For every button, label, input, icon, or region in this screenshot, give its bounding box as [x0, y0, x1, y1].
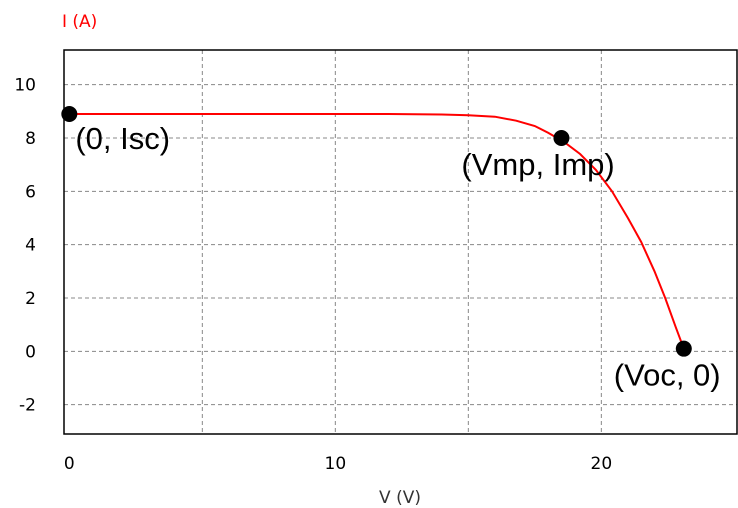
- y-axis-title: I (A): [62, 12, 97, 32]
- y-tick-label: 6: [25, 182, 36, 202]
- point-annotations: (0, Isc) (Vmp, Imp) (Voc, 0): [75, 121, 720, 393]
- plot-frame: [63, 49, 738, 435]
- key-point-marker: [675, 340, 692, 357]
- y-tick-label: 4: [25, 236, 36, 256]
- y-tick-label: 10: [14, 76, 36, 96]
- x-tick-label: 10: [325, 454, 347, 474]
- x-tick-label: 20: [591, 454, 613, 474]
- key-points: [61, 106, 692, 357]
- x-tick-labels: 0 10 20: [64, 454, 612, 474]
- x-axis-title: V (V): [379, 488, 421, 508]
- key-point-label: (0, Isc): [75, 121, 170, 156]
- key-point-label: (Vmp, Imp): [461, 147, 614, 182]
- x-tick-label: 0: [64, 454, 75, 474]
- y-tick-label: 2: [25, 289, 36, 309]
- y-tick-label: 8: [25, 129, 36, 149]
- y-tick-label: 0: [25, 342, 36, 362]
- iv-curve-line: [69, 113, 685, 350]
- y-tick-labels: 10 8 6 4 2 0 -2: [14, 76, 36, 416]
- grid: [64, 50, 737, 434]
- y-tick-label: -2: [19, 396, 36, 416]
- key-point-marker: [61, 106, 78, 122]
- key-point-label: (Voc, 0): [614, 358, 721, 393]
- key-point-marker: [553, 130, 570, 146]
